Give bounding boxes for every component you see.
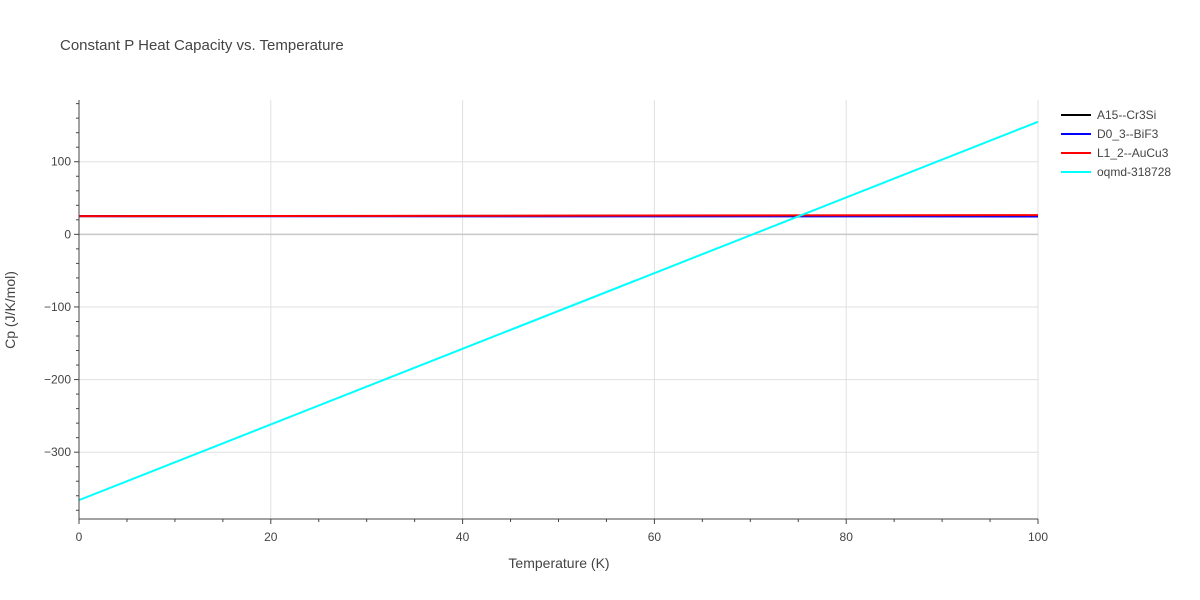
axes: 0 20 40 60 80 100 −300 −200 −100 0 100 — [44, 100, 1048, 544]
legend-item-oqmd-318728[interactable]: oqmd-318728 — [1061, 165, 1171, 179]
legend-label: L1_2--AuCu3 — [1097, 146, 1169, 160]
legend-label: oqmd-318728 — [1097, 165, 1171, 179]
x-tick-label: 40 — [456, 530, 470, 544]
y-tick-label: −200 — [44, 373, 71, 387]
legend-label: A15--Cr3Si — [1097, 108, 1156, 122]
series-line-L1_2--AuCu3 — [78, 214, 1039, 218]
legend-label: D0_3--BiF3 — [1097, 127, 1159, 141]
legend-item-D0_3--BiF3[interactable]: D0_3--BiF3 — [1061, 127, 1159, 141]
series-line-oqmd-318728 — [78, 120, 1039, 502]
series-layer — [78, 120, 1039, 502]
y-axis-label: Cp (J/K/mol) — [2, 271, 18, 349]
chart-title: Constant P Heat Capacity vs. Temperature — [60, 37, 344, 54]
x-tick-label: 100 — [1028, 530, 1048, 544]
x-axis-label: Temperature (K) — [508, 555, 609, 571]
y-tick-label: −100 — [44, 300, 71, 314]
x-tick-label: 60 — [648, 530, 662, 544]
x-tick-label: 80 — [840, 530, 854, 544]
legend[interactable]: A15--Cr3Si D0_3--BiF3 L1_2--AuCu3 oqmd-3187… — [1061, 108, 1171, 179]
y-tick-label: 100 — [51, 155, 71, 169]
x-tick-label: 20 — [264, 530, 278, 544]
grid — [79, 100, 1039, 519]
legend-item-L1_2--AuCu3[interactable]: L1_2--AuCu3 — [1061, 146, 1169, 160]
legend-item-A15--Cr3Si[interactable]: A15--Cr3Si — [1061, 108, 1156, 122]
y-tick-label: −300 — [44, 445, 71, 459]
x-tick-label: 0 — [76, 530, 83, 544]
y-tick-label: 0 — [64, 227, 71, 241]
